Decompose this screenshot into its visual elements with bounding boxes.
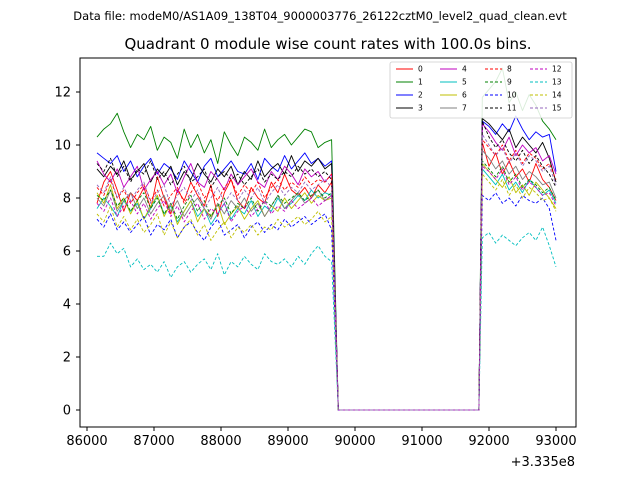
legend-label-10: 10: [507, 91, 517, 100]
legend-label-9: 9: [507, 78, 512, 87]
legend-label-1: 1: [418, 78, 423, 87]
y-tick-label: 2: [63, 351, 71, 366]
legend-label-5: 5: [462, 78, 467, 87]
x-tick-label: 91000: [401, 434, 442, 449]
chart-title: Quadrant 0 module wise count rates with …: [124, 35, 531, 53]
x-tick-label: 88000: [200, 434, 241, 449]
y-tick-label: 8: [63, 192, 71, 207]
y-tick-label: 12: [54, 86, 71, 101]
y-tick-label: 6: [63, 245, 71, 260]
legend-label-6: 6: [462, 91, 467, 100]
y-tick-label: 0: [63, 404, 71, 419]
legend-label-13: 13: [552, 78, 562, 87]
legend-box: [389, 61, 573, 119]
x-tick-label: 89000: [267, 434, 308, 449]
plot-background: [80, 58, 576, 427]
x-axis: 86000 87000 88000 89000 90000 91000 92000 93000: [66, 427, 577, 449]
y-tick-label: 10: [54, 139, 71, 154]
series-layer: [96, 67, 557, 411]
legend-label-11: 11: [507, 104, 517, 113]
x-tick-label: 93000: [535, 434, 576, 449]
series-line-15: [96, 133, 557, 411]
x-tick-label: 92000: [468, 434, 509, 449]
series-line-13: [97, 226, 557, 411]
legend-label-7: 7: [462, 104, 467, 113]
legend-label-8: 8: [507, 65, 512, 74]
x-offset-label: +3.335e8: [511, 455, 575, 470]
y-tick-label: 4: [63, 298, 71, 313]
x-tick-label: 90000: [334, 434, 375, 449]
legend-label-0: 0: [418, 65, 423, 74]
series-line-10: [96, 192, 557, 411]
legend-label-14: 14: [552, 91, 562, 100]
data-file-subtitle: Data file: modeM0/AS1A09_138T04_90000037…: [73, 9, 567, 23]
legend-label-15: 15: [552, 104, 562, 113]
y-axis: 0 2 4 6 8 10 12: [54, 86, 80, 419]
legend-label-2: 2: [418, 91, 423, 100]
legend-label-4: 4: [462, 65, 467, 74]
x-tick-label: 87000: [133, 434, 174, 449]
plot-frame: [79, 57, 577, 428]
legend-label-12: 12: [552, 65, 562, 74]
series-line-8: [96, 139, 557, 411]
x-tick-label: 86000: [66, 434, 107, 449]
plot-area: [79, 57, 577, 428]
legend-label-3: 3: [418, 104, 423, 113]
